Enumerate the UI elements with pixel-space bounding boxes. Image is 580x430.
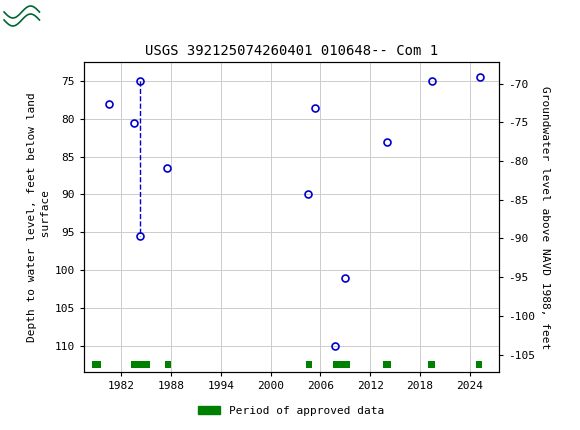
Bar xyxy=(383,361,391,368)
Bar xyxy=(92,361,101,368)
Bar xyxy=(306,361,312,368)
Bar xyxy=(132,361,150,368)
Bar xyxy=(428,361,435,368)
Bar xyxy=(476,361,482,368)
Title: USGS 392125074260401 010648-- Com 1: USGS 392125074260401 010648-- Com 1 xyxy=(145,44,438,58)
Bar xyxy=(333,361,350,368)
Y-axis label: Depth to water level, feet below land
 surface: Depth to water level, feet below land su… xyxy=(27,92,50,342)
Y-axis label: Groundwater level above NAVD 1988, feet: Groundwater level above NAVD 1988, feet xyxy=(541,86,550,349)
FancyBboxPatch shape xyxy=(3,3,41,37)
Bar xyxy=(165,361,171,368)
Text: USGS: USGS xyxy=(48,11,103,29)
Legend: Period of approved data: Period of approved data xyxy=(194,402,389,421)
